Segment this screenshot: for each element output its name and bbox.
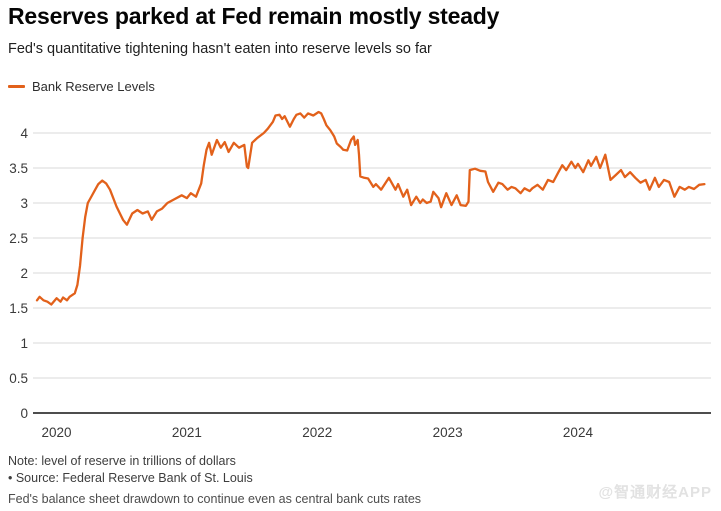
series-line-bank-reserve-levels bbox=[35, 110, 706, 306]
legend: Bank Reserve Levels bbox=[8, 78, 155, 94]
y-axis-label: 2 bbox=[20, 266, 28, 281]
legend-line-swatch bbox=[8, 84, 25, 88]
x-axis-label: 2020 bbox=[42, 425, 72, 440]
watermark: @智通财经APP bbox=[598, 484, 712, 501]
x-axis-label: 2022 bbox=[302, 425, 332, 440]
caption-text: Fed's balance sheet drawdown to continue… bbox=[8, 492, 422, 506]
chart-subtitle: Fed's quantitative tightening hasn't eat… bbox=[8, 41, 432, 57]
x-axis-label: 2024 bbox=[563, 425, 594, 440]
legend-label: Bank Reserve Levels bbox=[32, 78, 155, 94]
x-axis-label: 2021 bbox=[172, 425, 202, 440]
y-axis-label: 0 bbox=[20, 406, 28, 421]
y-axis-label: 0.5 bbox=[9, 371, 28, 386]
y-axis-label: 4 bbox=[20, 126, 28, 141]
y-axis-label: 1.5 bbox=[9, 301, 28, 316]
y-axis-label: 3 bbox=[20, 196, 28, 211]
y-axis-label: 1 bbox=[20, 336, 28, 351]
x-axis-label: 2023 bbox=[433, 425, 463, 440]
y-axis-label: 3.5 bbox=[9, 161, 28, 176]
note-text: Note: level of reserve in trillions of d… bbox=[8, 454, 236, 468]
line-chart: 0 0.5 1 1.5 2 2.5 3 3.5 4 2020 2021 2022 2023 2024 bbox=[9, 110, 711, 440]
chart-title: Reserves parked at Fed remain mostly ste… bbox=[8, 3, 500, 29]
source-text: • Source: Federal Reserve Bank of St. Lo… bbox=[8, 471, 253, 485]
y-axis-label: 2.5 bbox=[9, 231, 28, 246]
